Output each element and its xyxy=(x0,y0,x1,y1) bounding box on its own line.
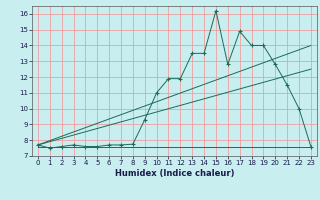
X-axis label: Humidex (Indice chaleur): Humidex (Indice chaleur) xyxy=(115,169,234,178)
